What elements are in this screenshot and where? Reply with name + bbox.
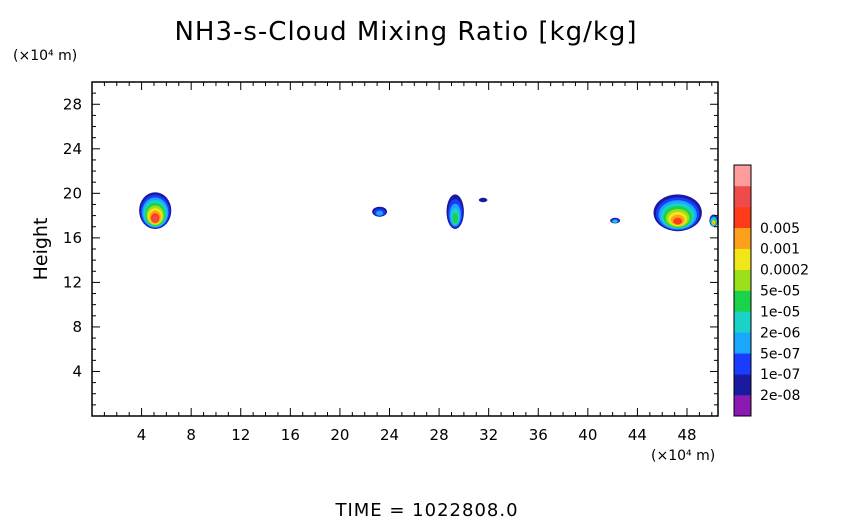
x-tick-label: 8 [186,426,196,444]
x-tick-label: 20 [330,426,349,444]
x-tick-label: 28 [430,426,449,444]
cloud-contour-level-3 [376,210,384,216]
colorbar-swatch [734,248,751,270]
cloud-region [478,197,488,203]
colorbar-label: 0.0002 [760,263,809,279]
y-tick-label: 20 [63,184,82,202]
colorbar-label: 1e-05 [760,304,800,320]
x-axis-unit: (×10⁴ m) [651,448,715,464]
x-tick-label: 32 [479,426,498,444]
colorbar-label: 5e-05 [760,284,800,300]
cloud-region [709,214,718,227]
y-tick-label: 4 [72,362,82,380]
colorbar-swatch [734,353,751,375]
y-tick-label: 12 [63,273,82,291]
cloud-contour-level-8 [712,222,715,225]
cloud-region [139,192,172,230]
cloud-contour-level-10 [152,215,158,223]
colorbar-swatch [734,185,751,208]
y-axis-label: Height [30,218,52,281]
y-tick-label: 24 [63,140,82,158]
x-tick-label: 4 [137,426,147,444]
colorbar-label: 0.005 [760,221,800,237]
y-tick-label: 8 [72,318,82,336]
colorbar-frame [733,164,752,417]
cloud-contour-level-1 [478,197,488,203]
chart-title: NH3-s-Cloud Mixing Ratio [kg/kg] [174,17,637,47]
x-tick-label: 24 [380,426,399,444]
colorbar: 2e-08 1e-07 5e-07 2e-06 1e-05 5e-05 0.0002 0.00… [733,164,809,417]
colorbar-swatch [734,269,751,291]
colorbar-swatch [734,227,751,249]
colorbar-swatch [734,311,751,333]
plot-frame [91,81,719,417]
y-tick-label: 28 [63,95,82,113]
colorbar-swatch [734,374,751,396]
time-label: TIME = 1022808.0 [334,500,518,519]
cloud-contour-level-4 [613,220,617,223]
colorbar-label: 1e-07 [760,367,800,383]
colorbar-swatch [734,332,751,354]
colorbar-swatch [734,165,751,187]
colorbar-label: 2e-06 [760,325,800,341]
colorbar-label: 5e-07 [760,346,800,362]
colorbar-label: 0.001 [760,242,800,258]
cloud-region [446,194,464,229]
x-tick-label: 48 [677,426,696,444]
colorbar-label: 2e-08 [760,388,800,404]
colorbar-swatch [734,395,751,417]
colorbar-swatch [734,290,751,312]
cloud-field [139,192,718,232]
cloud-region [372,206,387,217]
x-tick-label: 44 [628,426,647,444]
cloud-region [653,194,702,232]
x-tick-label: 16 [281,426,300,444]
cloud-region [610,217,621,224]
x-tick-label: 40 [578,426,597,444]
x-tick-label: 36 [529,426,548,444]
cloud-contour-level-5 [452,212,458,224]
colorbar-swatch [734,206,751,229]
cloud-contour-level-9 [673,217,683,225]
y-axis-unit: (×10⁴ m) [13,48,77,64]
y-tick-label: 16 [63,229,82,247]
x-tick-label: 12 [231,426,250,444]
